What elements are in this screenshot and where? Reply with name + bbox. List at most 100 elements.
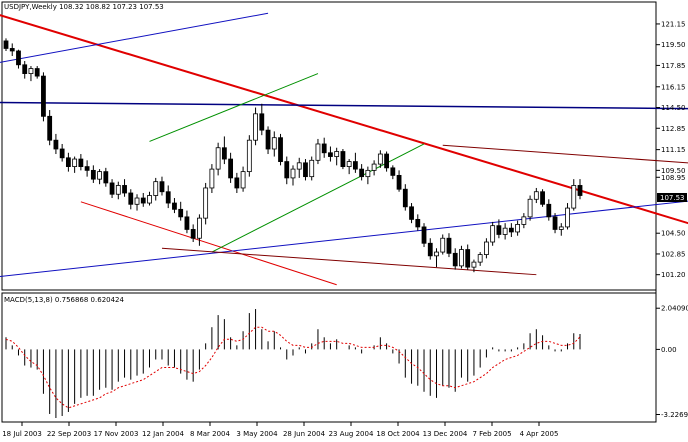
candle-body: [415, 218, 421, 228]
candle-body: [165, 191, 171, 204]
candle-body: [384, 153, 389, 169]
trendline-1: [80, 201, 337, 286]
candle-body: [477, 254, 483, 263]
trendline-0: [0, 14, 688, 225]
candle-body: [134, 197, 140, 205]
candle-body: [221, 147, 227, 160]
candle-body: [9, 48, 15, 52]
time-tick-label: 17 Nov 2003: [94, 430, 139, 438]
candle-body: [215, 147, 221, 170]
candle-body: [390, 167, 396, 176]
candle-body: [427, 242, 433, 257]
price-tick-label: 104.50: [661, 230, 686, 238]
candle-body: [446, 237, 452, 254]
time-tick-label: 28 Jun 2004: [283, 430, 326, 438]
candle-body: [41, 75, 46, 117]
candle-body: [540, 191, 545, 205]
price-tick-label: 109.50: [661, 167, 686, 175]
price-tick-label: 116.15: [661, 83, 686, 91]
candle-body: [184, 216, 190, 230]
candle-body: [346, 161, 352, 167]
candle-body: [72, 158, 78, 167]
macd-label: MACD(5,13,8) 0.756868 0.620424: [4, 296, 125, 304]
candle-body: [565, 207, 570, 228]
candle-body: [471, 261, 477, 268]
candle-body: [228, 158, 234, 179]
trendline-5: [149, 73, 319, 142]
candle-body: [352, 161, 358, 170]
candle-body: [59, 148, 65, 159]
candle-body: [240, 171, 246, 189]
candle-body: [421, 226, 427, 244]
candle-body: [284, 161, 290, 179]
price-tick-label: 108.95: [661, 174, 686, 182]
candle-body: [296, 162, 302, 170]
trendline-4: [0, 200, 688, 277]
time-tick-label: 23 Aug 2004: [329, 430, 374, 438]
candle-body: [172, 202, 177, 210]
price-axis-ticks: 121.15 119.50 117.85 116.15 114.50 112.85 111.…: [656, 20, 686, 279]
candle-body: [521, 216, 527, 225]
candle-body: [153, 181, 159, 196]
candle-body: [159, 181, 165, 193]
candle-body: [16, 50, 21, 66]
candle-body: [402, 188, 408, 208]
candle-body: [558, 226, 564, 230]
macd-axis-ticks: 2.040906 0.00 -3.226927: [656, 305, 688, 419]
candle-body: [259, 113, 265, 131]
price-tick-label: 117.85: [661, 62, 686, 70]
price-tick-label: 112.85: [661, 125, 686, 133]
candle-body: [209, 168, 215, 189]
time-tick-label: 18 Jul 2003: [2, 430, 42, 438]
candle-body: [533, 191, 539, 200]
candle-body: [321, 143, 327, 154]
trendline-3: [0, 12, 269, 63]
candle-body: [359, 168, 365, 178]
chart-header: USDJPY,Weekly 108.32 108.82 107.23 107.5…: [4, 3, 164, 11]
current-price-label: 107.53: [660, 194, 685, 202]
candle-body: [109, 182, 115, 195]
candle-body: [234, 177, 240, 189]
price-tick-label: 114.50: [661, 104, 686, 112]
time-tick-label: 13 Dec 2004: [423, 430, 468, 438]
time-tick-label: 8 Mar 2004: [190, 430, 230, 438]
candle-body: [309, 159, 315, 178]
candle-body: [97, 171, 102, 180]
candle-body: [78, 158, 84, 167]
candle-body: [271, 137, 277, 150]
candle-body: [190, 229, 196, 239]
trendline-2: [0, 101, 688, 110]
candle-body: [246, 139, 252, 173]
candle-body: [452, 252, 458, 267]
price-tick-label: 111.15: [661, 146, 686, 154]
macd-tick-label: 0.00: [661, 346, 677, 354]
candle-body: [552, 216, 558, 230]
candle-body: [459, 249, 464, 267]
candle-body: [290, 168, 296, 179]
candle-body: [340, 151, 346, 167]
candle-body: [47, 115, 53, 141]
candle-body: [265, 129, 271, 150]
macd-signal-line: [5, 326, 581, 409]
candle-body: [496, 225, 502, 235]
candle-body: [22, 64, 28, 74]
macd-tick-label: 2.040906: [661, 305, 688, 313]
price-tick-label: 121.15: [661, 20, 686, 28]
macd-tick-label: -3.226927: [661, 411, 688, 419]
candle-body: [334, 151, 340, 157]
price-tick-label: 102.85: [661, 250, 686, 258]
candle-body: [515, 224, 521, 233]
candle-body: [84, 166, 90, 171]
annotation-layer: [0, 12, 688, 286]
candle-body: [103, 171, 109, 184]
current-price-tag: [657, 193, 687, 202]
candle-body: [140, 197, 146, 204]
candle-body: [34, 68, 40, 77]
candle-body: [502, 227, 508, 235]
candle-body: [527, 198, 533, 218]
time-axis-ticks: 18 Jul 2003 22 Sep 2003 17 Nov 2003 12 Jan …: [2, 422, 558, 438]
candle-body: [490, 225, 496, 243]
candle-body: [3, 40, 9, 49]
candle-body: [65, 157, 71, 167]
